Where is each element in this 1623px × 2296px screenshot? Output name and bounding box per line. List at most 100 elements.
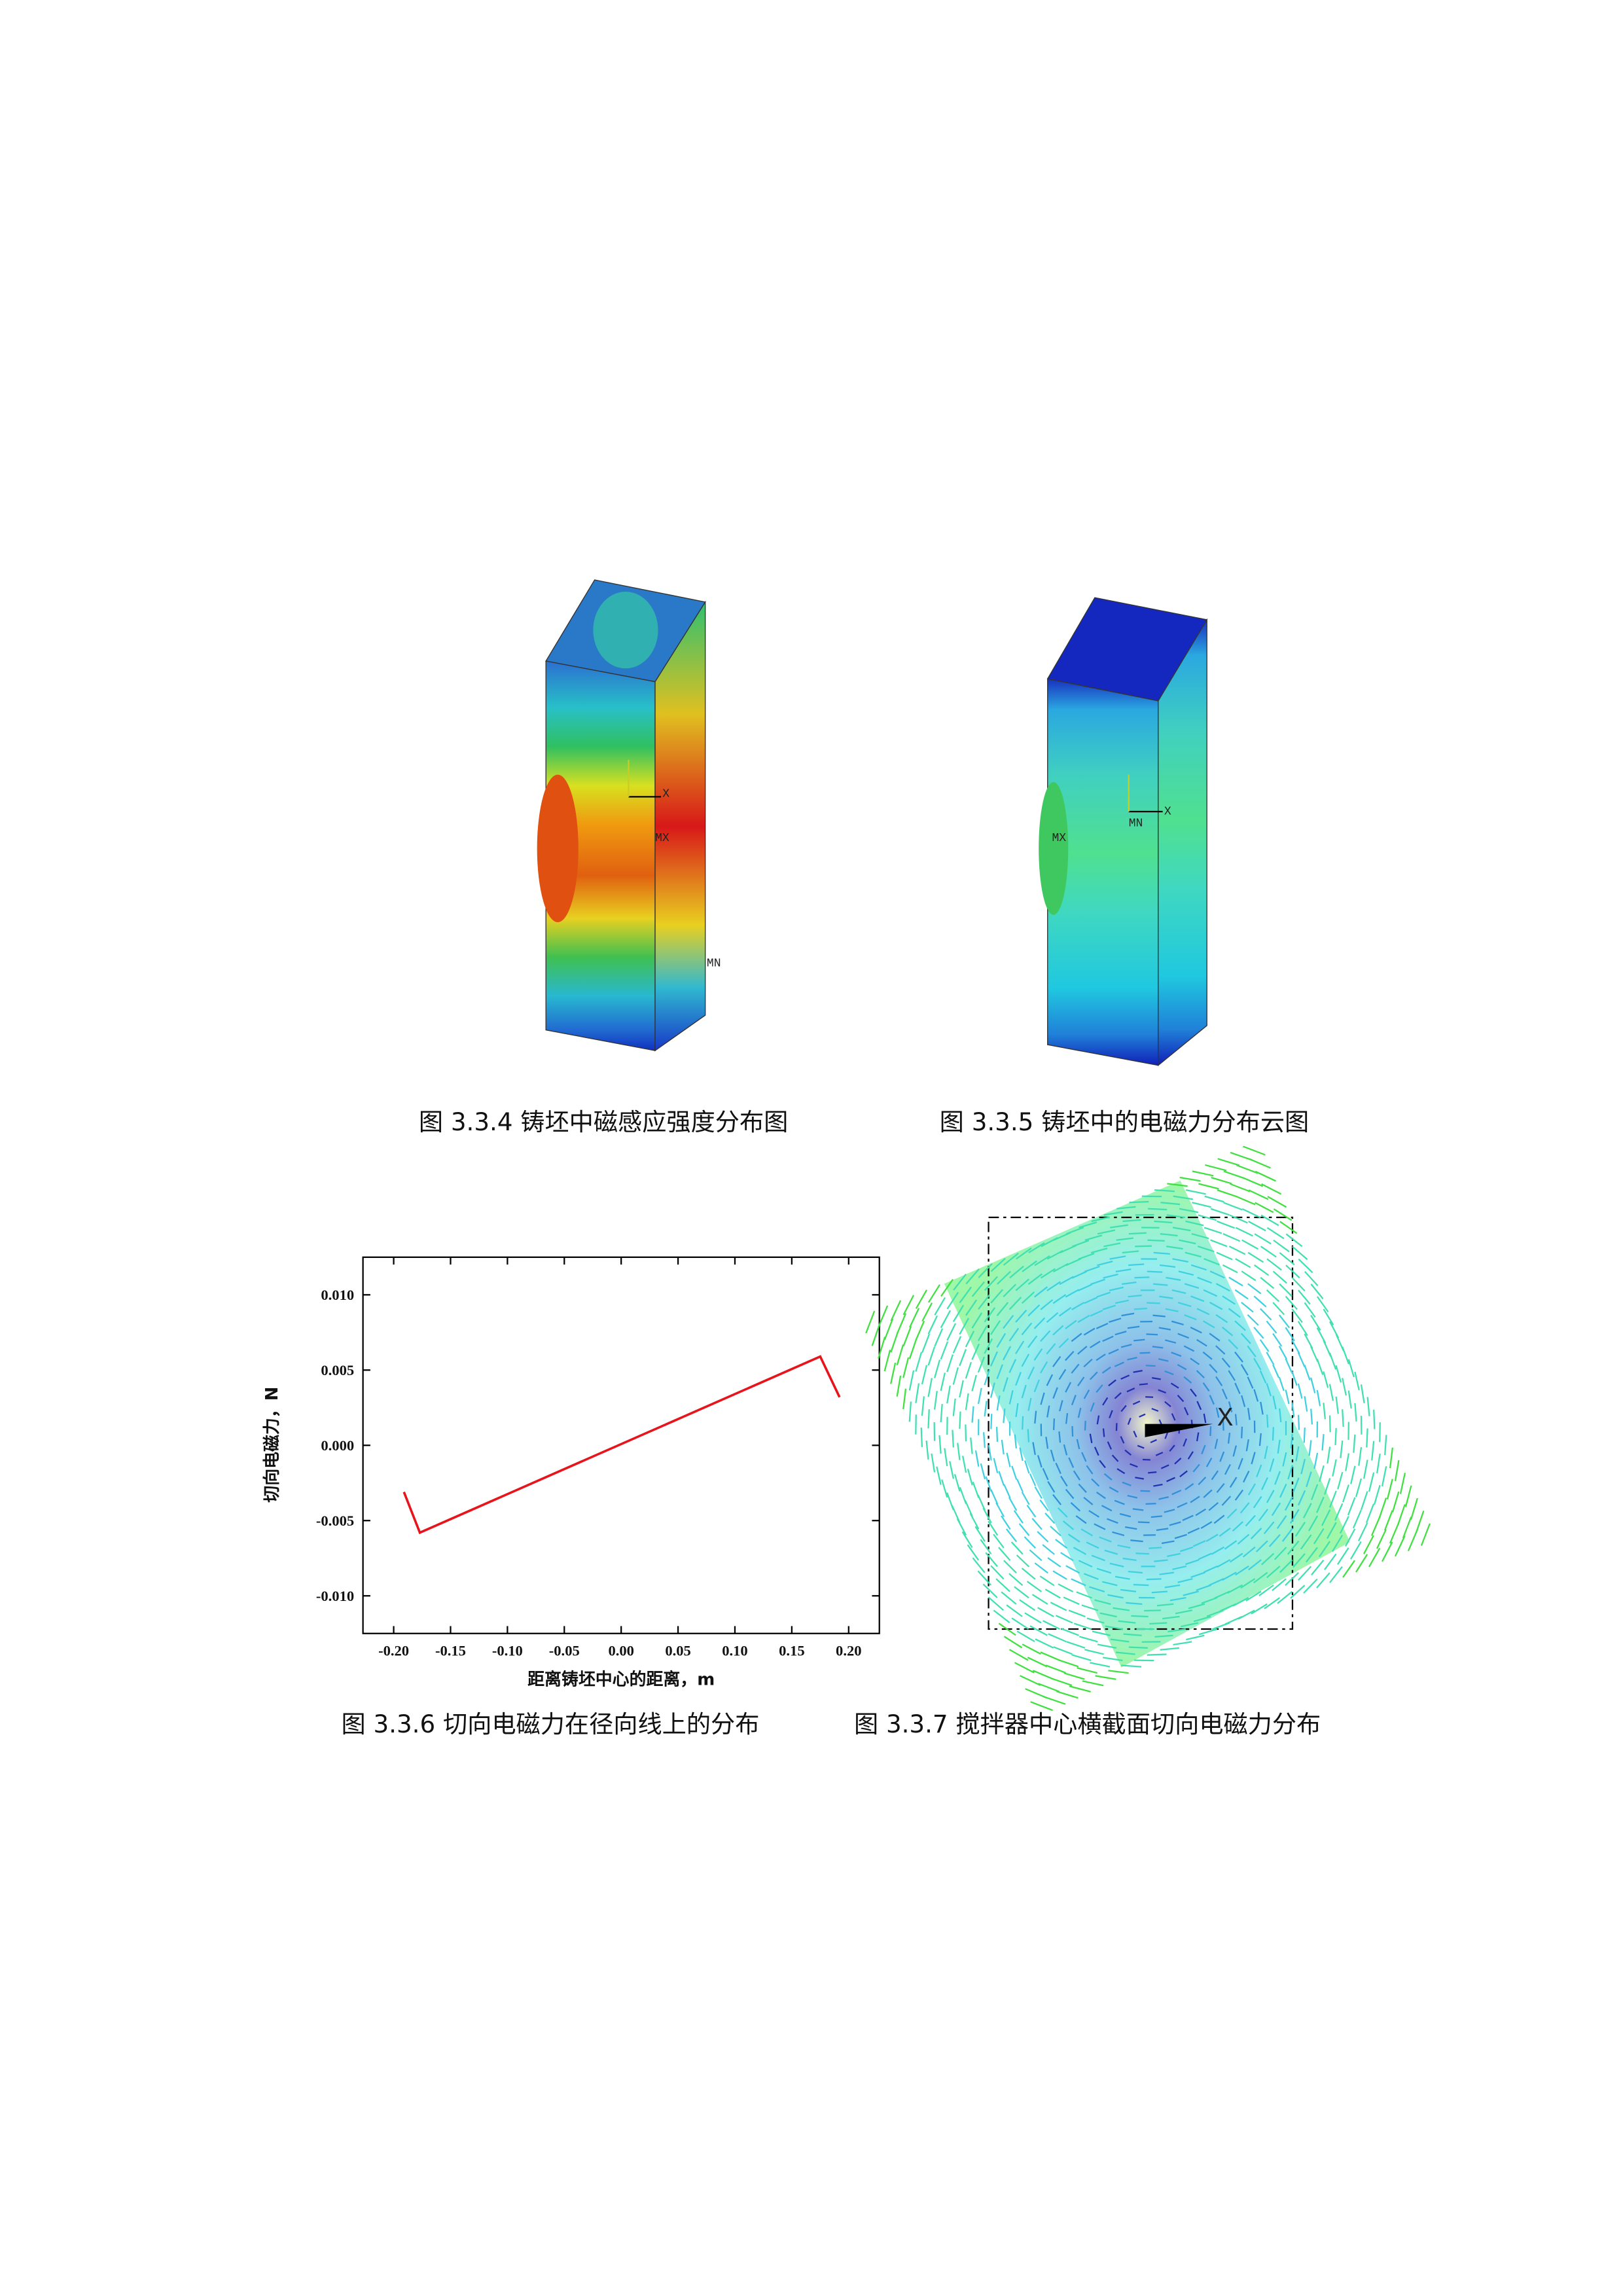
vector-arrow	[1058, 1659, 1079, 1668]
vector-arrow	[1096, 1354, 1106, 1361]
vector-arrow	[1040, 1299, 1054, 1310]
vector-arrow	[1083, 1390, 1090, 1399]
vector-arrow	[1071, 1426, 1074, 1437]
vector-arrow	[959, 1286, 972, 1304]
vector-arrow	[1171, 1320, 1184, 1326]
vector-arrow	[1050, 1449, 1055, 1462]
vector-arrow	[1090, 1402, 1095, 1412]
vector-arrow	[1030, 1701, 1054, 1712]
vector-arrow	[1090, 1310, 1103, 1317]
vector-arrow	[1188, 1603, 1205, 1609]
vector-arrow	[1187, 1527, 1200, 1534]
vector-arrow	[1297, 1352, 1306, 1368]
vector-arrow	[1209, 1333, 1221, 1342]
vector-arrow	[1300, 1534, 1312, 1550]
vector-arrow	[1071, 1654, 1092, 1662]
vector-arrow	[952, 1336, 962, 1354]
vector-arrow	[1304, 1270, 1319, 1287]
vector-arrow	[1171, 1352, 1182, 1357]
vector-arrow	[1026, 1505, 1037, 1518]
vector-arrow	[1278, 1314, 1291, 1329]
vector-arrow	[952, 1429, 954, 1448]
vector-arrow	[1190, 1388, 1197, 1397]
vector-arrow	[1253, 1357, 1262, 1371]
vector-arrow	[1019, 1447, 1024, 1462]
vector-arrow	[1159, 1571, 1174, 1575]
vector-arrow	[959, 1411, 961, 1429]
vector-arrow	[1185, 1220, 1204, 1227]
vector-arrow	[982, 1507, 992, 1524]
vector-arrow	[998, 1623, 1016, 1636]
vector-arrow	[1260, 1214, 1279, 1227]
vector-arrow	[1109, 1562, 1124, 1568]
vector-arrow	[1221, 1357, 1231, 1368]
vector-arrow	[1132, 1508, 1144, 1511]
vector-arrow	[1196, 1308, 1210, 1316]
vector-arrow	[1003, 1314, 1014, 1329]
vector-arrow	[959, 1380, 964, 1398]
vector-arrow	[1266, 1352, 1275, 1365]
vector-arrow	[1120, 1374, 1130, 1380]
vector-arrow	[1247, 1314, 1259, 1326]
vector-arrow	[1223, 1170, 1245, 1179]
vector-arrow	[1298, 1490, 1306, 1506]
vector-arrow	[1063, 1444, 1068, 1456]
vector-arrow	[938, 1435, 942, 1454]
vector-arrow	[1153, 1283, 1168, 1286]
vector-arrow	[959, 1349, 967, 1367]
vector-arrow	[1115, 1651, 1135, 1655]
vector-arrow	[984, 1369, 990, 1386]
vector-arrow	[1034, 1286, 1048, 1298]
vector-arrow	[1335, 1365, 1342, 1383]
vector-arrow	[1001, 1515, 1011, 1530]
vector-arrow	[1057, 1507, 1068, 1518]
vector-arrow	[1310, 1408, 1313, 1425]
vector-arrow	[915, 1383, 920, 1403]
vector-arrow	[1313, 1528, 1325, 1545]
vector-arrow	[1183, 1345, 1195, 1352]
vector-arrow	[927, 1378, 933, 1397]
vector-arrow	[1272, 1364, 1280, 1378]
vector-arrow	[1090, 1340, 1101, 1348]
vector-arrow	[1323, 1403, 1326, 1420]
vector-arrow	[1291, 1277, 1306, 1292]
vector-arrow	[1240, 1333, 1251, 1344]
vector-arrow	[984, 1401, 988, 1417]
vector-arrow	[940, 1279, 954, 1297]
vector-arrow	[1025, 1688, 1047, 1699]
vector-arrow	[1065, 1227, 1084, 1235]
vector-arrow	[1365, 1503, 1375, 1524]
vector-arrow	[1027, 1304, 1041, 1317]
vector-arrow	[1003, 1377, 1008, 1392]
vector-arrow	[902, 1295, 915, 1316]
vector-arrow	[1120, 1436, 1125, 1444]
vector-arrow	[1232, 1521, 1243, 1532]
vector-arrow	[1190, 1295, 1205, 1302]
vector-arrow	[1149, 1622, 1168, 1625]
vector-arrow	[1073, 1547, 1087, 1555]
vector-arrow	[1164, 1401, 1171, 1407]
vector-arrow	[1241, 1301, 1254, 1313]
vector-arrow	[1140, 1490, 1150, 1492]
vector-arrow	[1127, 1494, 1138, 1499]
vector-arrow	[1090, 1278, 1105, 1285]
vector-arrow	[1304, 1365, 1311, 1381]
vector-arrow	[1316, 1572, 1330, 1588]
vector-arrow	[1253, 1571, 1268, 1584]
vector-arrow	[949, 1461, 954, 1479]
vector-arrow	[1185, 1251, 1202, 1258]
vector-arrow	[1298, 1289, 1311, 1305]
vector-arrow	[1005, 1528, 1018, 1543]
vector-arrow	[1273, 1239, 1290, 1253]
vector-arrow	[1016, 1630, 1035, 1643]
vector-arrow	[1148, 1208, 1168, 1211]
vector-arrow	[1297, 1414, 1300, 1430]
y-tick-label: 0.005	[321, 1362, 354, 1378]
vector-arrow	[1247, 1283, 1262, 1295]
vector-arrow	[1156, 1528, 1169, 1532]
vector-arrow	[1235, 1258, 1251, 1268]
vector-arrow	[1065, 1488, 1075, 1499]
vector-arrow	[1209, 1363, 1218, 1373]
vector-arrow	[1122, 1282, 1137, 1285]
vector-arrow	[1272, 1578, 1287, 1591]
